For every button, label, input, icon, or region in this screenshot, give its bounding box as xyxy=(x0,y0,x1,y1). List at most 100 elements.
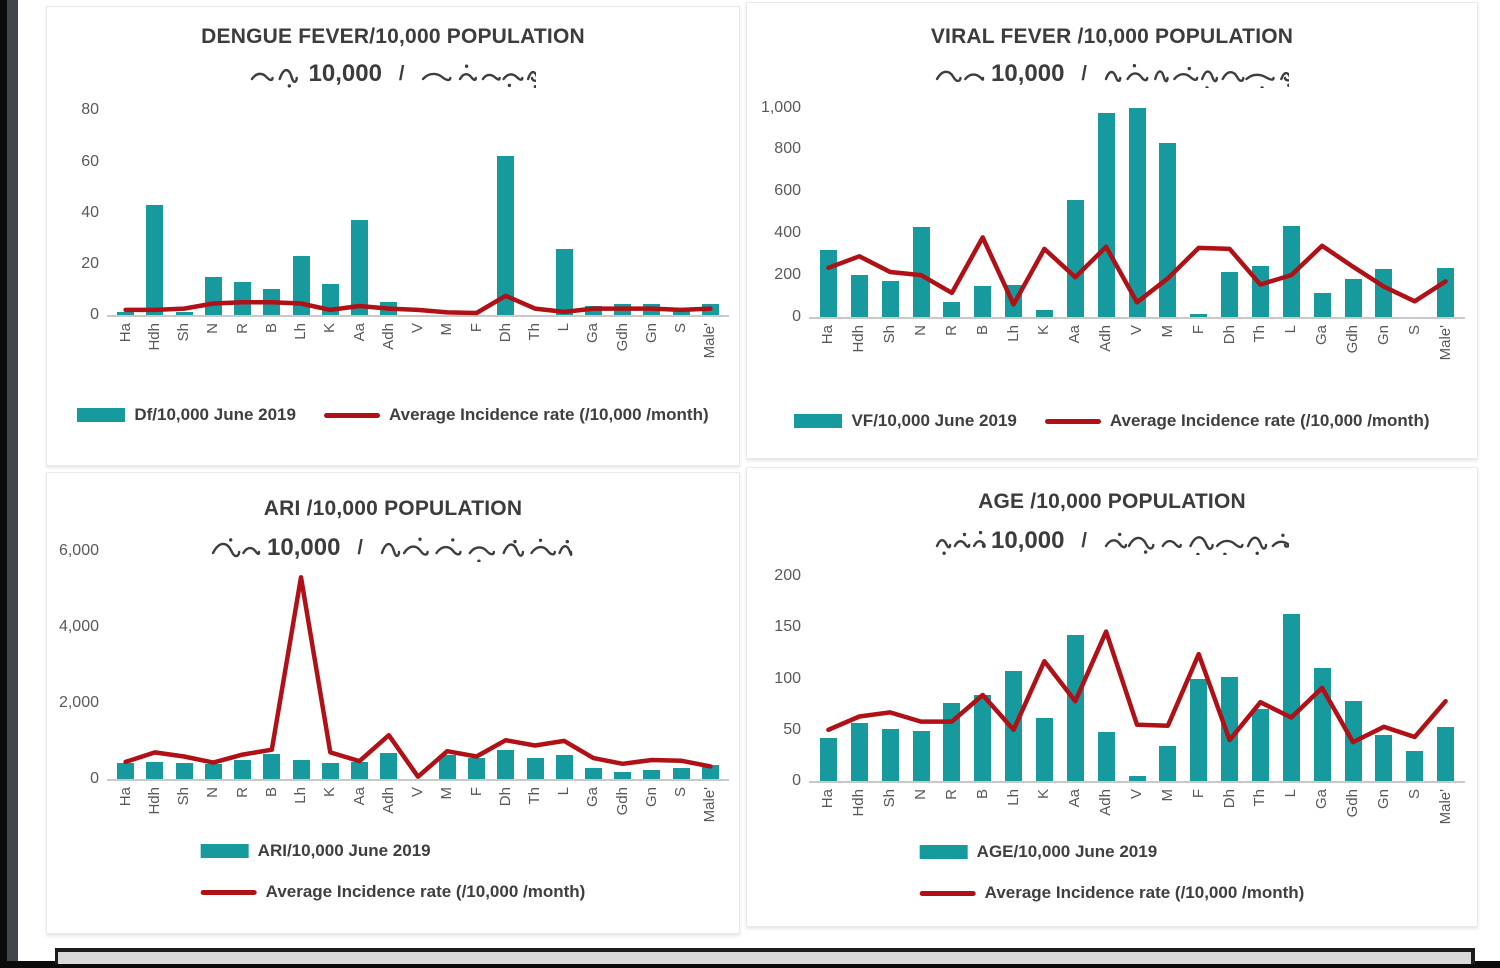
x-tick-label: K xyxy=(321,787,339,798)
thaana-script-decoration xyxy=(380,537,573,562)
x-tick-label: Dh xyxy=(496,787,514,807)
x-tick-label: N xyxy=(912,789,929,800)
thaana-script-decoration xyxy=(1104,532,1289,555)
subtitle-number: 10,000 xyxy=(991,527,1065,554)
bar-V xyxy=(1128,775,1146,781)
x-tick-label: Ha xyxy=(116,323,134,343)
legend-item-incidence: Average Incidence rate (/10,000 /month) xyxy=(323,405,709,425)
bar-B xyxy=(263,754,281,779)
chart-legend: Df/10,000 June 2019 Average Incidence rat… xyxy=(47,405,739,425)
x-tick-label: Sh xyxy=(175,323,193,342)
chart-subtitle-thaana: 10,000 / xyxy=(47,57,739,91)
bar-Hdh xyxy=(850,275,868,317)
bar-S xyxy=(672,311,690,315)
x-tick-label: Ga xyxy=(1313,789,1331,810)
bar-R xyxy=(234,281,252,315)
chart-legend: VF/10,000 June 2019 Average Incidence rat… xyxy=(747,411,1477,431)
x-tick-label: Male' xyxy=(701,323,719,359)
x-tick-label: Th xyxy=(1251,789,1269,807)
bar-Gn xyxy=(643,769,661,779)
legend-label: Average Incidence rate (/10,000 /month) xyxy=(1109,411,1430,430)
bar-Sh xyxy=(881,728,899,781)
thaana-script-decoration xyxy=(935,530,986,555)
y-tick-label: 800 xyxy=(774,140,801,158)
legend-line-swatch xyxy=(323,412,380,418)
x-axis-line xyxy=(107,779,729,781)
bar-M xyxy=(438,754,456,779)
y-tick-label: 200 xyxy=(774,266,801,284)
x-tick-label: Dh xyxy=(1220,789,1238,809)
legend-item-incidence: Average Incidence rate (/10,000 /month) xyxy=(200,882,586,902)
y-tick-label: 600 xyxy=(774,182,801,200)
legend-item-incidence: Average Incidence rate (/10,000 /month) xyxy=(919,883,1304,903)
legend-label: Average Incidence rate (/10,000 /month) xyxy=(265,882,586,901)
bar-B xyxy=(974,285,992,317)
x-tick-label: Th xyxy=(526,787,543,805)
bar-Ga xyxy=(584,768,602,779)
thaana-script-decoration xyxy=(250,68,298,88)
x-tick-label: S xyxy=(672,787,690,798)
y-tick-label: 0 xyxy=(792,308,801,325)
y-tick-label: 400 xyxy=(774,224,801,242)
bar-Ha xyxy=(117,763,135,779)
x-tick-label: M xyxy=(1158,325,1176,338)
y-tick-label: 50 xyxy=(783,720,801,738)
incidence-line xyxy=(826,629,1448,745)
x-tick-label: Sh xyxy=(175,787,193,806)
thaana-script-decoration xyxy=(211,538,261,558)
x-tick-label: Gdh xyxy=(1344,789,1361,818)
bar-Th xyxy=(1251,709,1269,781)
legend-bar-swatch xyxy=(200,844,249,858)
x-tick-label: N xyxy=(204,787,222,798)
x-tick-label: Gdh xyxy=(613,323,631,352)
legend-item-series: Df/10,000 June 2019 xyxy=(77,405,296,425)
x-tick-label: F xyxy=(467,787,485,797)
x-tick-label: Hdh xyxy=(145,787,163,815)
thaana-script-decoration xyxy=(1104,64,1289,88)
x-tick-label: F xyxy=(1189,789,1207,799)
x-tick-label: Aa xyxy=(1066,789,1084,808)
y-tick-label: 60 xyxy=(81,152,99,170)
bar-Hdh xyxy=(850,722,868,781)
bar-Hdh xyxy=(146,761,164,779)
subtitle-number: 10,000 xyxy=(267,534,341,561)
chart-legend: ARI/10,000 June 2019 Average Incidence ra… xyxy=(200,841,586,902)
subtitle-number: 10,000 xyxy=(308,60,382,87)
x-tick-label: F xyxy=(467,323,485,333)
viewer-left-strip xyxy=(7,0,18,968)
bar-K xyxy=(1035,309,1053,317)
legend-label: AGE/10,000 June 2019 xyxy=(976,842,1158,861)
bar-Aa xyxy=(1066,634,1084,781)
bar-Adh xyxy=(1097,731,1115,781)
x-tick-label: Male' xyxy=(701,787,719,823)
bar-Gdh xyxy=(1344,279,1362,317)
bar-N xyxy=(912,730,930,781)
chart-subtitle-thaana: 10,000 / xyxy=(47,531,739,565)
chart-panel-3: ARI /10,000 POPULATION 10,000 / 0 2,000 4,000… xyxy=(46,472,740,934)
legend-label: VF/10,000 June 2019 xyxy=(851,411,1017,430)
bar-Male' xyxy=(1437,267,1455,317)
incidence-line-layer xyxy=(826,629,1448,745)
x-tick-label: B xyxy=(973,789,991,800)
bar-Male' xyxy=(701,764,719,779)
x-tick-label: Aa xyxy=(350,787,368,806)
bar-F xyxy=(468,757,485,779)
incidence-line-layer xyxy=(123,293,713,316)
bar-M xyxy=(1159,746,1177,781)
x-tick-label: Adh xyxy=(379,323,397,350)
x-tick-label: M xyxy=(438,323,456,336)
incidence-line xyxy=(123,575,713,779)
bar-Adh xyxy=(1097,112,1115,317)
y-tick-label: 2,000 xyxy=(58,693,99,711)
x-tick-label: S xyxy=(1405,325,1423,336)
bar-Th xyxy=(526,757,544,779)
bar-K xyxy=(1035,717,1053,781)
incidence-line xyxy=(123,293,713,316)
y-tick-label: 1,000 xyxy=(760,98,801,116)
legend-label: ARI/10,000 June 2019 xyxy=(257,841,431,860)
bar-Gdh xyxy=(614,771,632,779)
bar-Ga xyxy=(1313,292,1331,317)
chart-panel-4: AGE /10,000 POPULATION 10,000 / 0 50 100 150 20… xyxy=(746,467,1478,927)
bar-S xyxy=(672,767,690,779)
x-tick-label: L xyxy=(555,323,573,332)
